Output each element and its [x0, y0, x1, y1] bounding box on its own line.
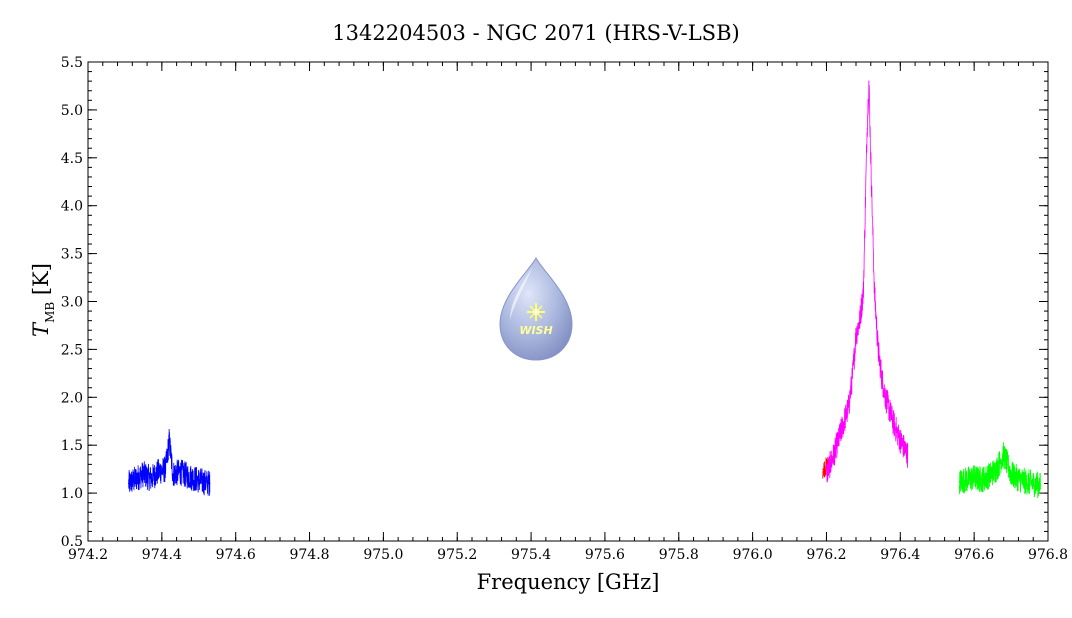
series-2-point — [855, 334, 857, 336]
chart-title: 1342204503 - NGC 2071 (HRS-V-LSB) — [332, 21, 739, 45]
series-0-point — [142, 473, 144, 475]
series-2-point — [825, 473, 828, 475]
series-2-point — [899, 439, 901, 442]
y-axis-label-unit: [K] — [29, 263, 53, 302]
series-2-point — [859, 320, 861, 322]
series-0-point — [164, 468, 167, 470]
series-2-point — [881, 377, 883, 379]
series-0-point — [157, 471, 159, 473]
series-3-point — [1040, 484, 1042, 487]
spectrum-series-3 — [958, 442, 1042, 498]
series-1-point — [822, 468, 824, 470]
series-3-point — [958, 481, 960, 483]
series-0-point — [187, 475, 189, 477]
series-2-point — [892, 420, 894, 422]
y-tick-label: 1.0 — [61, 486, 83, 502]
svg-text:TMB [K]: TMB [K] — [29, 263, 57, 337]
series-0-point — [209, 482, 211, 485]
y-axis-label: TMB [K] — [29, 263, 57, 337]
y-axis-label-main: T — [29, 321, 53, 337]
x-tick-label: 975.6 — [585, 547, 625, 563]
series-0-point — [179, 471, 181, 473]
y-tick-label: 1.5 — [61, 438, 83, 454]
x-tick-label: 976.8 — [1028, 547, 1068, 563]
series-2-point — [870, 157, 872, 159]
x-tick-label: 976.2 — [806, 547, 846, 563]
series-0-point — [135, 478, 137, 480]
y-tick-label: 2.0 — [61, 390, 83, 406]
droplet-highlight-icon — [510, 268, 532, 320]
series-2-point — [833, 454, 835, 456]
x-tick-label: 974.8 — [289, 547, 329, 563]
series-3-point — [1025, 481, 1027, 483]
series-3-point — [980, 479, 983, 481]
wish-logo: WISH — [499, 256, 573, 361]
series-3-point — [995, 468, 997, 470]
series-3-point — [966, 479, 968, 481]
series-3-point — [973, 477, 975, 479]
series-2-point — [862, 291, 864, 293]
series-layer — [128, 80, 1042, 498]
series-2-point — [868, 80, 870, 82]
x-tick-label: 974.4 — [142, 547, 182, 563]
series-2-point — [866, 128, 868, 130]
series-2-point — [873, 291, 876, 293]
x-axis-label: Frequency [GHz] — [477, 570, 660, 594]
series-3-point — [1032, 482, 1034, 485]
series-2-point — [848, 406, 850, 408]
plot-frame — [87, 61, 1049, 542]
logo-text: WISH — [519, 324, 552, 337]
series-3-point — [1003, 454, 1005, 456]
spectrum-series-0 — [128, 428, 211, 496]
series-0-point — [172, 473, 174, 475]
series-2-point — [851, 377, 853, 379]
y-tick-label: 5.0 — [61, 103, 83, 119]
x-tick-label: 976.0 — [733, 547, 773, 563]
series-3-point — [1010, 473, 1012, 475]
series-0-point — [201, 481, 204, 483]
x-axis-ticks — [87, 62, 1049, 541]
series-2-point — [840, 430, 842, 432]
series-0-point — [168, 439, 170, 442]
y-axis-ticks — [88, 61, 1048, 542]
x-tick-label: 976.4 — [880, 547, 920, 563]
x-tick-label: 975.2 — [437, 547, 477, 563]
star-icon — [527, 303, 545, 321]
x-tick-label: 975.0 — [363, 547, 403, 563]
y-axis-tick-labels: 0.5 1.0 1.5 2.0 2.5 3.0 3.5 4.0 4.5 5.0 5.5 — [61, 55, 83, 550]
x-tick-label: 975.4 — [511, 547, 551, 563]
series-2-point — [884, 396, 887, 398]
series-2-point — [907, 454, 909, 456]
x-tick-label: 975.8 — [659, 547, 699, 563]
series-0-point — [194, 478, 196, 480]
y-tick-label: 4.5 — [61, 151, 83, 167]
y-axis-label-sub: MB — [43, 302, 57, 323]
spectrum-series-2 — [826, 81, 909, 483]
y-tick-label: 3.5 — [61, 247, 83, 263]
x-tick-label: 976.6 — [954, 547, 994, 563]
series-3-point — [988, 475, 990, 477]
series-0-point — [150, 478, 152, 480]
series-2-point — [877, 348, 879, 350]
y-tick-label: 5.5 — [61, 55, 83, 71]
series-3-point — [1006, 463, 1008, 465]
y-tick-label: 4.0 — [61, 199, 83, 215]
series-0-point — [128, 482, 130, 485]
x-tick-label: 974.2 — [68, 547, 108, 563]
x-axis-tick-labels: 974.2 974.4 974.6 974.8 975.0 975.2 975.4 975.6… — [68, 547, 1068, 563]
y-tick-label: 0.5 — [61, 534, 83, 550]
series-3-point — [1017, 478, 1020, 480]
y-tick-label: 2.5 — [61, 342, 83, 358]
y-tick-label: 3.0 — [61, 295, 83, 311]
x-tick-label: 974.6 — [216, 547, 256, 563]
